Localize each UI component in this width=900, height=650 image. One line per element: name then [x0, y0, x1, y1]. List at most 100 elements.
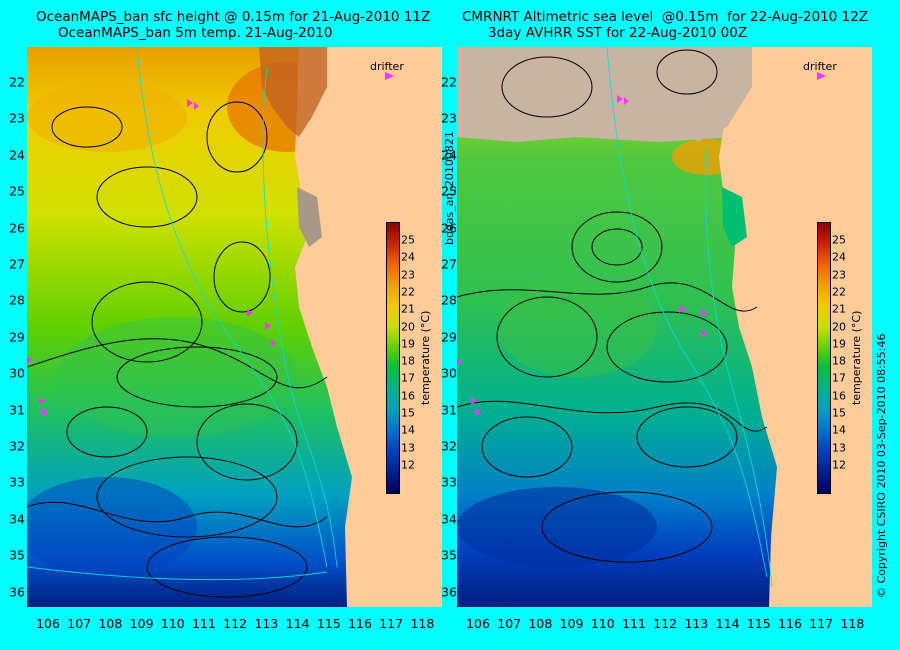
longitude-tick-label: 111 [192, 616, 216, 631]
latitude-tick-label: 27 [9, 256, 25, 272]
colorbar-tick-label: 25 [832, 233, 846, 247]
longitude-tick-label: 118 [410, 616, 435, 631]
right-colorbar-label: temperature (°C) [850, 310, 863, 405]
longitude-tick-label: 109 [129, 616, 154, 631]
latitude-tick-label: 30 [9, 365, 25, 381]
latitude-tick-label: 22 [441, 74, 457, 90]
longitude-tick-label: 111 [622, 616, 646, 631]
left-title-line1: OceanMAPS_ban sfc height @ 0.15m for 21-… [36, 9, 431, 25]
latitude-tick-label: 36 [9, 584, 25, 600]
latitude-tick-label: 25 [9, 183, 25, 199]
colorbar-tick-label: 16 [401, 389, 415, 403]
latitude-tick-label: 29 [441, 329, 457, 345]
latitude-tick-label: 23 [441, 110, 457, 126]
longitude-tick-label: 109 [559, 616, 584, 631]
right-title-line2: 3day AVHRR SST for 22-Aug-2010 00Z [488, 25, 748, 41]
copyright-label: © Copyright CSIRO 2010 03-Sep-2010 08:55… [875, 333, 888, 599]
colorbar-tick-label: 14 [832, 423, 846, 437]
colorbar-tick-label: 22 [401, 285, 415, 299]
colorbar-tick-label: 25 [401, 233, 415, 247]
longitude-tick-label: 117 [379, 616, 404, 631]
colorbar-tick-label: 18 [401, 354, 415, 368]
left-land [295, 47, 442, 607]
right-cloud-region [457, 47, 737, 142]
longitude-tick-label: 118 [840, 616, 865, 631]
latitude-tick-label: 32 [441, 438, 457, 454]
colorbar-tick-label: 19 [401, 337, 415, 351]
latitude-tick-label: 23 [9, 110, 25, 126]
left-colorbar [386, 222, 400, 494]
longitude-tick-label: 110 [590, 616, 615, 631]
colorbar-tick-label: 23 [401, 268, 415, 282]
longitude-tick-label: 113 [254, 616, 279, 631]
latitude-tick-label: 34 [441, 511, 457, 527]
longitude-tick-label: 110 [160, 616, 185, 631]
latitude-tick-label: 33 [441, 474, 457, 490]
colorbar-tick-label: 15 [401, 406, 415, 420]
longitude-tick-label: 107 [497, 616, 522, 631]
longitude-tick-label: 106 [36, 616, 60, 631]
colorbar-tick-label: 24 [401, 250, 415, 264]
colorbar-tick-label: 20 [401, 320, 415, 333]
left-drifter-legend-marker [385, 72, 394, 80]
latitude-tick-label: 28 [9, 292, 25, 308]
longitude-tick-label: 113 [684, 616, 709, 631]
latitude-tick-label: 32 [9, 438, 25, 454]
latitude-tick-label: 36 [441, 584, 457, 600]
longitude-tick-label: 107 [67, 616, 92, 631]
latitude-tick-label: 28 [441, 292, 457, 308]
colorbar-tick-label: 24 [832, 250, 846, 264]
latitude-tick-label: 33 [9, 474, 25, 490]
colorbar-tick-label: 21 [832, 302, 846, 316]
latitude-tick-label: 30 [441, 365, 457, 381]
colorbar-tick-label: 13 [401, 441, 415, 455]
latitude-tick-label: 24 [9, 147, 25, 163]
longitude-tick-label: 108 [98, 616, 123, 631]
latitude-tick-label: 35 [9, 547, 25, 563]
colorbar-tick-label: 14 [401, 423, 415, 437]
longitude-tick-label: 115 [316, 616, 341, 631]
colorbar-tick-label: 20 [832, 320, 846, 333]
latitude-tick-label: 25 [441, 183, 457, 199]
longitude-tick-label: 112 [653, 616, 678, 631]
right-land [719, 47, 872, 607]
colorbar-tick-label: 23 [832, 268, 846, 282]
latitude-tick-label: 29 [9, 329, 25, 345]
latitude-tick-label: 31 [9, 402, 25, 418]
latitude-tick-label: 27 [441, 256, 457, 272]
longitude-tick-label: 112 [223, 616, 248, 631]
right-drifter-markers [457, 95, 707, 416]
colorbar-tick-label: 19 [832, 337, 846, 351]
longitude-tick-label: 114 [715, 616, 740, 631]
colorbar-tick-label: 13 [832, 441, 846, 455]
colorbar-tick-label: 21 [401, 302, 415, 316]
latitude-tick-label: 24 [441, 147, 457, 163]
longitude-tick-label: 114 [285, 616, 310, 631]
colorbar-tick-label: 15 [832, 406, 846, 420]
left-colorbar-label: temperature (°C) [419, 310, 432, 405]
longitude-tick-label: 106 [466, 616, 490, 631]
left-map-panel [27, 47, 442, 607]
right-map-svg [457, 47, 872, 607]
colorbar-tick-label: 12 [401, 458, 415, 472]
latitude-tick-label: 26 [9, 220, 25, 236]
right-title-line1: CMRNRT Altimetric sea level @0.15m for 2… [462, 9, 869, 25]
latitude-tick-label: 26 [441, 220, 457, 236]
colorbar-tick-label: 17 [832, 371, 846, 385]
left-map-svg [27, 47, 442, 607]
longitude-tick-label: 117 [809, 616, 834, 631]
longitude-tick-label: 108 [528, 616, 553, 631]
right-colorbar [817, 222, 831, 494]
longitude-tick-label: 115 [746, 616, 771, 631]
left-drifter-markers [27, 99, 276, 416]
right-drifter-legend-marker [817, 72, 826, 80]
right-map-panel [457, 47, 872, 607]
latitude-tick-label: 22 [9, 74, 25, 90]
right-drifter-legend-label: drifter [803, 60, 837, 73]
latitude-tick-label: 34 [9, 511, 25, 527]
colorbar-tick-label: 16 [832, 389, 846, 403]
latitude-tick-label: 35 [441, 547, 457, 563]
left-title-line2: OceanMAPS_ban 5m temp. 21-Aug-2010 [58, 25, 333, 41]
longitude-tick-label: 116 [348, 616, 372, 631]
colorbar-tick-label: 18 [832, 354, 846, 368]
